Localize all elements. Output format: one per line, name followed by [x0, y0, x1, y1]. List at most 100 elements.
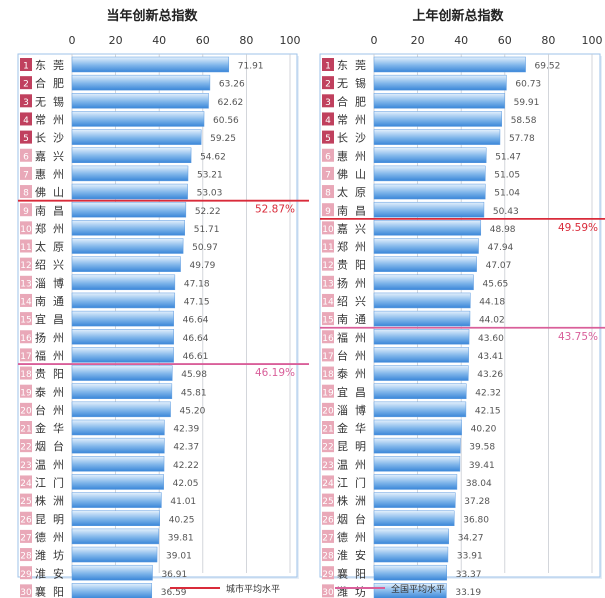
value-label: 34.27	[458, 533, 484, 543]
rank-number: 8	[23, 189, 29, 199]
rank-number: 22	[20, 443, 31, 453]
bar	[373, 93, 505, 109]
bar	[71, 74, 211, 91]
value-label: 71.91	[238, 62, 264, 72]
rank-number: 28	[322, 552, 334, 562]
rank-number: 29	[322, 570, 334, 580]
category-label: 佛山	[35, 186, 71, 199]
rank-number: 10	[20, 225, 32, 235]
rank-badge	[20, 366, 32, 380]
rank-number: 21	[20, 425, 31, 435]
rank-number: 4	[23, 116, 29, 126]
value-label: 46.61	[183, 352, 209, 362]
category-label: 株洲	[337, 494, 373, 508]
bar	[71, 583, 153, 598]
rank-number: 25	[20, 497, 31, 507]
rank-number: 9	[23, 207, 29, 217]
category-label: 金华	[337, 421, 373, 435]
rank-badge	[322, 293, 334, 307]
category-label: 嘉兴	[337, 221, 373, 235]
value-label: 42.37	[173, 443, 199, 453]
category-label: 台州	[35, 403, 71, 417]
category-label: 温州	[35, 458, 71, 471]
value-label: 41.01	[170, 497, 196, 507]
category-label: 佛山	[337, 168, 373, 181]
legend-label: 全国平均水平	[391, 583, 445, 595]
x-tick-label: 0	[69, 34, 76, 47]
rank-number: 22	[322, 443, 333, 453]
rank-number: 10	[322, 225, 334, 235]
bar	[71, 564, 153, 581]
value-label: 52.22	[195, 207, 221, 217]
category-label: 贵阳	[337, 259, 373, 272]
bar	[373, 165, 486, 182]
rank-number: 26	[322, 515, 334, 525]
bar	[373, 419, 462, 436]
rank-badge	[20, 493, 32, 507]
category-label: 淄博	[337, 404, 373, 417]
rank-badge	[322, 275, 334, 289]
bar	[71, 347, 174, 363]
rank-badge	[20, 185, 32, 199]
bar	[373, 256, 477, 272]
value-label: 45.65	[483, 279, 509, 289]
value-label: 47.18	[184, 279, 210, 289]
rank-badge	[322, 548, 334, 562]
bar	[373, 56, 526, 73]
rank-badge	[322, 58, 334, 71]
value-label: 44.18	[479, 298, 505, 308]
value-label: 33.37	[456, 570, 482, 580]
x-tick-label: 100	[280, 34, 301, 47]
category-label: 襄阳	[35, 584, 71, 598]
rank-badge	[20, 94, 32, 108]
legend-label: 城市平均水平	[226, 583, 280, 595]
bar	[71, 292, 176, 309]
rank-number: 18	[20, 370, 32, 380]
rank-number: 7	[23, 170, 29, 180]
value-label: 59.91	[514, 98, 540, 108]
bar	[71, 474, 164, 490]
category-label: 潍坊	[35, 548, 71, 562]
rank-number: 11	[322, 243, 333, 253]
bar	[373, 564, 447, 581]
bar	[373, 201, 485, 218]
value-label: 45.98	[181, 370, 207, 380]
x-tick-label: 80	[541, 34, 555, 47]
rank-number: 29	[20, 570, 32, 580]
bar	[71, 183, 188, 200]
bar	[71, 437, 165, 454]
bar	[373, 220, 482, 236]
bar	[373, 183, 486, 200]
bar	[71, 274, 176, 291]
rank-number: 27	[20, 533, 31, 543]
rank-badge	[20, 148, 32, 162]
category-label: 泰州	[35, 385, 71, 399]
category-label: 襄阳	[337, 566, 373, 580]
bar	[71, 329, 174, 345]
value-label: 45.20	[180, 406, 206, 416]
rank-number: 9	[325, 207, 331, 217]
value-label: 54.62	[200, 152, 226, 162]
reference-line-label: 43.75%	[558, 331, 598, 343]
bar	[71, 456, 165, 472]
rank-badge	[20, 203, 32, 217]
category-label: 嘉兴	[35, 149, 71, 163]
value-label: 62.62	[218, 98, 244, 108]
rank-number: 30	[322, 588, 334, 598]
rank-number: 6	[23, 152, 29, 162]
category-label: 泰州	[337, 367, 373, 381]
rank-badge	[20, 166, 32, 180]
rank-badge	[20, 457, 32, 471]
x-tick-label: 60	[196, 34, 210, 47]
category-label: 福州	[35, 348, 71, 362]
category-label: 贵阳	[35, 368, 71, 381]
rank-badge	[322, 439, 334, 453]
x-tick-label: 20	[109, 34, 123, 47]
value-label: 49.79	[190, 261, 216, 271]
chart-title: 上年创新总指数	[412, 8, 504, 24]
rank-badge	[20, 275, 32, 289]
rank-number: 15	[20, 316, 31, 326]
category-label: 德州	[337, 530, 373, 544]
category-label: 长沙	[337, 132, 373, 145]
